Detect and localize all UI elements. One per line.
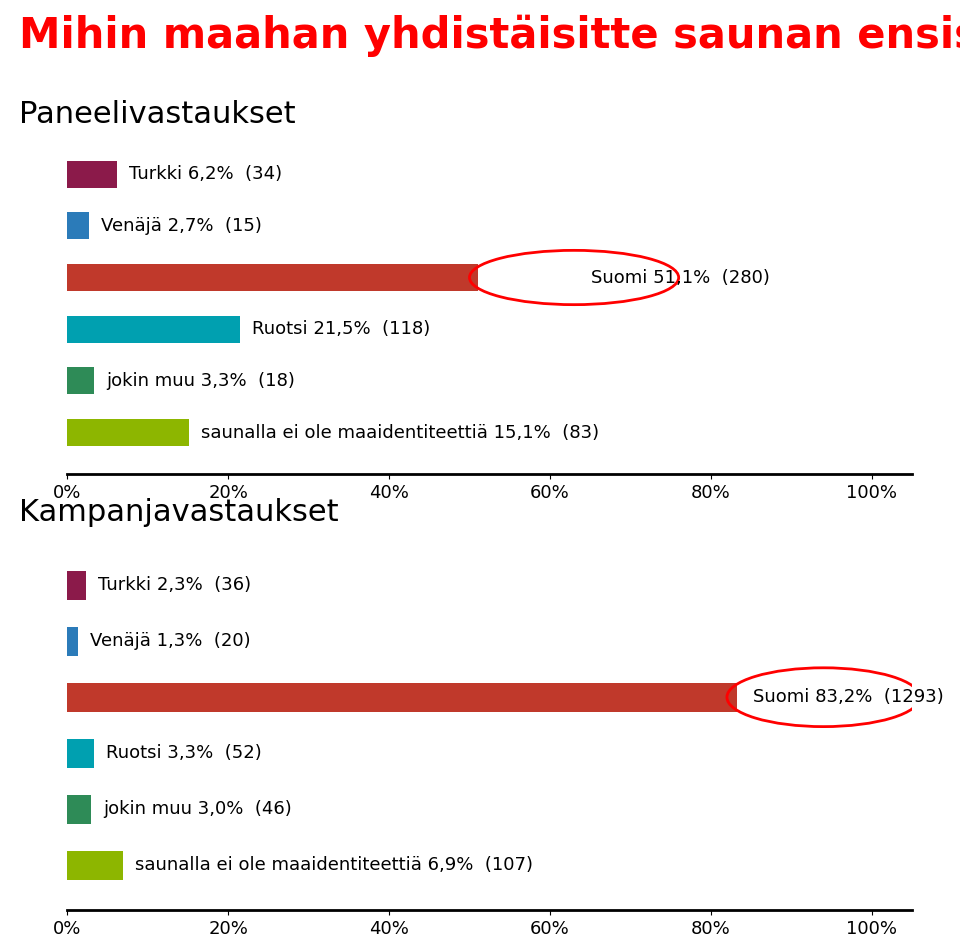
Bar	[67, 571, 85, 600]
Text: Venäjä 2,7%  (15): Venäjä 2,7% (15)	[101, 217, 262, 235]
Text: Suomi 51,1%  (280): Suomi 51,1% (280)	[591, 268, 770, 286]
Text: saunalla ei ole maaidentiteettiä 15,1%  (83): saunalla ei ole maaidentiteettiä 15,1% (…	[201, 424, 599, 442]
Bar	[67, 160, 117, 188]
Text: Kampanjavastaukset: Kampanjavastaukset	[19, 498, 339, 527]
Bar	[67, 264, 478, 291]
Text: Turkki 6,2%  (34): Turkki 6,2% (34)	[130, 165, 282, 183]
Bar	[67, 683, 736, 712]
Bar	[67, 419, 189, 447]
Bar	[67, 850, 123, 880]
Text: Ruotsi 21,5%  (118): Ruotsi 21,5% (118)	[252, 320, 430, 338]
Bar	[67, 316, 240, 342]
Bar	[67, 368, 94, 394]
Bar	[67, 212, 89, 239]
Text: jokin muu 3,3%  (18): jokin muu 3,3% (18)	[106, 372, 295, 390]
Bar	[67, 794, 91, 824]
Bar	[67, 627, 78, 656]
Text: Venäjä 1,3%  (20): Venäjä 1,3% (20)	[89, 632, 251, 650]
Text: jokin muu 3,0%  (46): jokin muu 3,0% (46)	[104, 800, 292, 818]
Bar	[67, 738, 94, 768]
Text: Turkki 2,3%  (36): Turkki 2,3% (36)	[98, 576, 251, 594]
Text: saunalla ei ole maaidentiteettiä 6,9%  (107): saunalla ei ole maaidentiteettiä 6,9% (1…	[134, 856, 533, 874]
Text: Suomi 83,2%  (1293): Suomi 83,2% (1293)	[753, 688, 944, 706]
Text: Paneelivastaukset: Paneelivastaukset	[19, 100, 296, 129]
Text: Mihin maahan yhdistäisitte saunan ensisijaisesti?: Mihin maahan yhdistäisitte saunan ensisi…	[19, 14, 960, 57]
Text: Ruotsi 3,3%  (52): Ruotsi 3,3% (52)	[106, 744, 261, 762]
